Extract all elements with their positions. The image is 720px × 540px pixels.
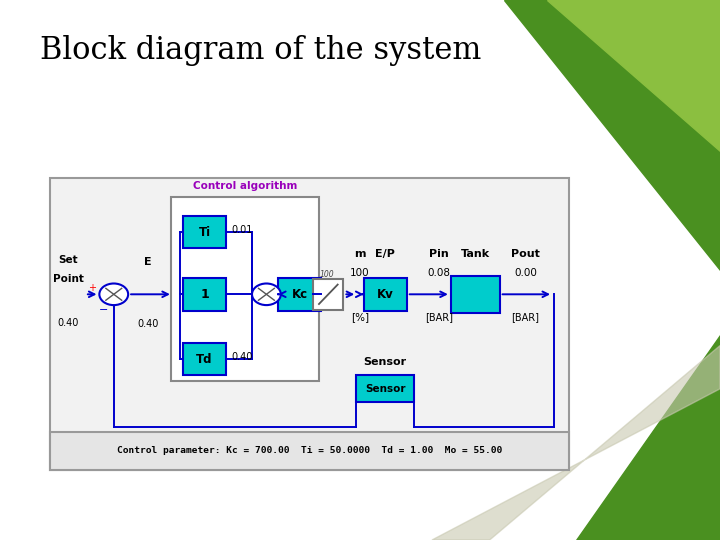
Bar — [183, 343, 226, 375]
Bar — [171, 197, 319, 381]
Text: Td: Td — [197, 353, 212, 366]
Circle shape — [252, 284, 281, 305]
Bar — [356, 375, 414, 402]
Text: 0.00: 0.00 — [514, 268, 537, 278]
Text: +: + — [88, 283, 96, 293]
Text: Sensor: Sensor — [365, 384, 405, 394]
Polygon shape — [547, 0, 720, 151]
Polygon shape — [432, 346, 720, 540]
Text: 0.40: 0.40 — [58, 318, 79, 328]
Text: −: − — [99, 306, 109, 315]
Bar — [451, 276, 500, 313]
Text: 0.01: 0.01 — [232, 225, 253, 235]
Text: E/P: E/P — [375, 249, 395, 259]
Text: Point: Point — [53, 273, 84, 284]
Text: Kc: Kc — [292, 288, 307, 301]
Text: 0.40: 0.40 — [232, 352, 253, 362]
Text: m: m — [354, 249, 366, 259]
Bar — [183, 278, 226, 310]
Text: [BAR]: [BAR] — [512, 312, 539, 322]
Text: Sensor: Sensor — [364, 357, 407, 367]
Text: 0.08: 0.08 — [428, 268, 451, 278]
Text: Pin: Pin — [429, 249, 449, 259]
Text: Control parameter: Kc = 700.00  Ti = 50.0000  Td = 1.00  Mo = 55.00: Control parameter: Kc = 700.00 Ti = 50.0… — [117, 447, 503, 455]
Text: Set: Set — [58, 254, 78, 265]
Text: Pout: Pout — [511, 249, 540, 259]
Text: 0.40: 0.40 — [137, 319, 158, 329]
Polygon shape — [504, 0, 720, 270]
Text: [BAR]: [BAR] — [426, 312, 453, 322]
Bar — [183, 216, 226, 248]
Text: 100: 100 — [350, 268, 370, 278]
Circle shape — [99, 284, 128, 305]
Text: Control algorithm: Control algorithm — [193, 180, 297, 191]
Text: Block diagram of the system: Block diagram of the system — [40, 35, 481, 66]
Bar — [278, 278, 321, 310]
Text: 1: 1 — [200, 288, 209, 301]
Bar — [364, 278, 407, 310]
Bar — [50, 432, 569, 470]
Polygon shape — [576, 335, 720, 540]
Text: Tank: Tank — [461, 249, 490, 259]
Text: Kv: Kv — [377, 288, 394, 301]
Text: [%]: [%] — [351, 312, 369, 322]
Text: E: E — [144, 257, 151, 267]
Bar — [313, 279, 343, 310]
Text: 100: 100 — [320, 270, 334, 279]
Text: Ti: Ti — [199, 226, 210, 239]
Bar — [50, 178, 569, 470]
